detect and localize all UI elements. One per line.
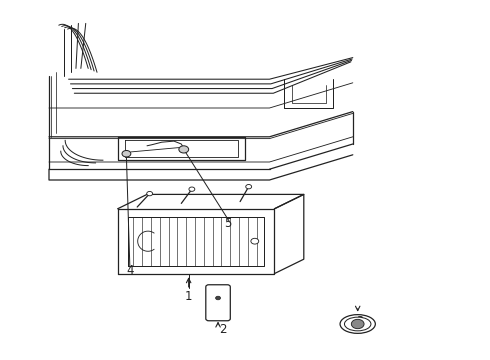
Text: 2: 2 (219, 323, 227, 336)
Text: 5: 5 (224, 217, 232, 230)
Circle shape (122, 150, 131, 157)
Circle shape (189, 187, 195, 192)
Circle shape (251, 238, 259, 244)
Circle shape (351, 319, 364, 329)
Circle shape (216, 296, 220, 300)
Circle shape (179, 146, 189, 153)
Ellipse shape (340, 315, 375, 333)
Text: 4: 4 (126, 264, 134, 277)
Ellipse shape (344, 317, 371, 331)
Text: 3: 3 (356, 315, 364, 328)
Circle shape (246, 185, 252, 189)
Circle shape (147, 192, 152, 196)
FancyBboxPatch shape (206, 285, 230, 321)
Text: 1: 1 (185, 291, 193, 303)
